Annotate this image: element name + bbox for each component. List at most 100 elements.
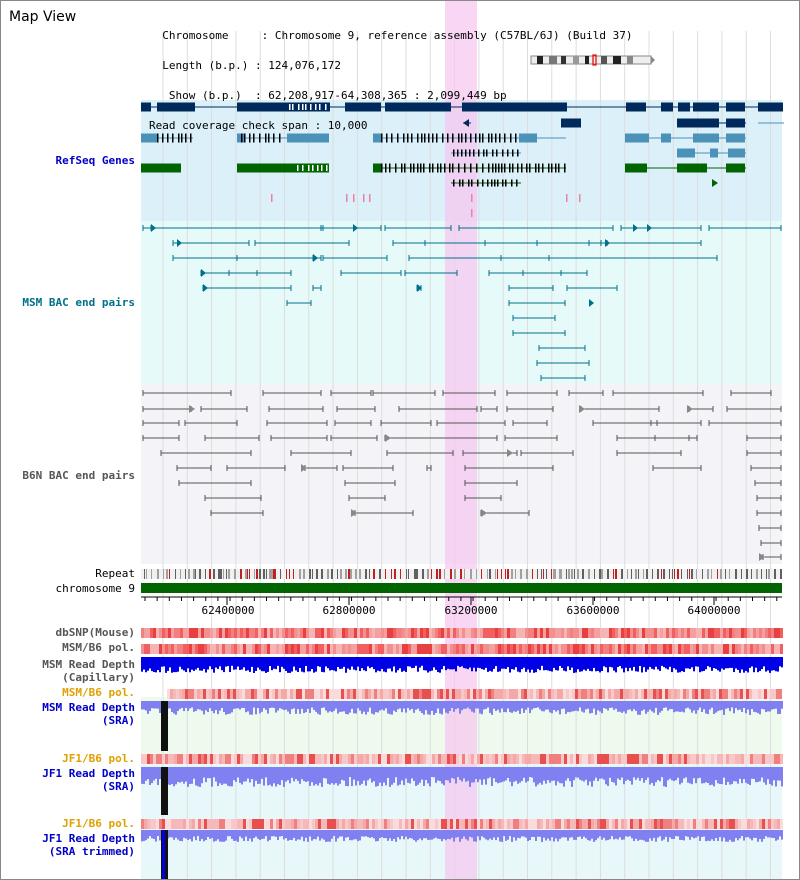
depth-bar <box>567 657 569 667</box>
depth-bar <box>747 830 749 838</box>
heat-cell <box>624 819 627 829</box>
heat-cell <box>219 644 222 654</box>
repeat-element <box>657 569 659 579</box>
depth-bar <box>513 830 515 838</box>
heat-cell <box>179 689 182 699</box>
heat-cell <box>747 754 750 764</box>
depth-bar <box>255 701 257 715</box>
depth-bar <box>221 701 223 708</box>
depth-bar <box>537 701 539 708</box>
heat-cell <box>252 754 255 764</box>
heat-cell <box>696 644 699 654</box>
depth-bar <box>663 701 665 708</box>
heat-cell <box>744 819 747 829</box>
heat-cell <box>564 819 567 829</box>
depth-bar <box>263 701 265 709</box>
gene-exon <box>373 133 381 143</box>
depth-bar <box>747 767 749 784</box>
heat-cell <box>390 754 393 764</box>
heat-cell <box>708 819 711 829</box>
depth-bar <box>557 830 559 842</box>
depth-bar <box>527 767 529 782</box>
depth-bar <box>619 657 621 667</box>
bac-arrow <box>351 509 357 517</box>
depth-bar <box>681 701 683 712</box>
depth-bar <box>235 767 237 782</box>
depth-bar <box>751 657 753 667</box>
heat-cell <box>737 689 740 699</box>
depth-bar <box>243 830 245 841</box>
heat-cell <box>312 628 315 638</box>
heat-cell <box>456 644 459 654</box>
heat-cell <box>327 819 330 829</box>
repeat-element <box>646 569 648 579</box>
heat-cell <box>459 644 462 654</box>
depth-bar <box>591 830 593 839</box>
heat-cell <box>705 628 708 638</box>
heat-cell <box>675 819 678 829</box>
depth-bar <box>743 701 745 708</box>
heat-cell <box>444 819 447 829</box>
depth-bar <box>699 657 701 673</box>
depth-bar <box>589 657 591 671</box>
depth-bar <box>633 830 635 842</box>
heat-cell <box>417 819 420 829</box>
depth-bar <box>765 767 767 785</box>
gene-exon <box>758 102 783 112</box>
heat-cell <box>281 689 284 699</box>
depth-bar <box>637 767 639 778</box>
depth-bar <box>573 767 575 781</box>
depth-bar <box>587 830 589 841</box>
depth-bar <box>185 767 187 782</box>
heat-cell <box>447 754 450 764</box>
depth-bar <box>385 657 387 673</box>
depth-bar <box>521 830 523 837</box>
heat-cell <box>267 754 270 764</box>
repeat-element <box>780 569 782 579</box>
heat-cell <box>441 628 444 638</box>
heat-cell <box>537 644 540 654</box>
exon-tick <box>432 163 434 173</box>
depth-bar <box>367 657 369 667</box>
depth-bar <box>399 767 401 785</box>
exon-tick <box>157 133 159 143</box>
heat-cell <box>453 819 456 829</box>
heat-cell <box>183 628 186 638</box>
depth-bar <box>217 830 219 840</box>
depth-bar <box>385 767 387 786</box>
depth-bar <box>383 830 385 839</box>
depth-bar <box>459 767 461 780</box>
heat-cell <box>389 689 392 699</box>
depth-bar <box>281 657 283 667</box>
depth-bar <box>671 657 673 673</box>
heat-cell <box>348 754 351 764</box>
depth-bar <box>679 701 681 713</box>
heat-cell <box>732 644 735 654</box>
exon-tick <box>517 163 519 173</box>
depth-bar <box>525 830 527 838</box>
depth-bar <box>583 701 585 713</box>
exon-tick <box>465 149 467 157</box>
heat-cell <box>309 754 312 764</box>
depth-bar <box>641 767 643 779</box>
depth-bar <box>497 657 499 672</box>
depth-bar <box>661 767 663 778</box>
depth-bar <box>173 767 175 787</box>
heat-cell <box>668 689 671 699</box>
heat-cell <box>369 628 372 638</box>
exon-tick <box>482 163 484 173</box>
depth-bar <box>545 657 547 671</box>
heat-cell <box>707 689 710 699</box>
depth-bar <box>659 701 661 713</box>
chromosome-ideogram[interactable] <box>529 54 657 66</box>
heat-cell <box>264 819 267 829</box>
exon-tick <box>417 133 419 143</box>
depth-bar <box>421 701 423 714</box>
heat-cell <box>432 754 435 764</box>
heat-cell <box>765 819 768 829</box>
heat-cell <box>660 754 663 764</box>
depth-bar <box>629 830 631 837</box>
depth-bar <box>293 701 295 709</box>
heat-cell <box>719 689 722 699</box>
